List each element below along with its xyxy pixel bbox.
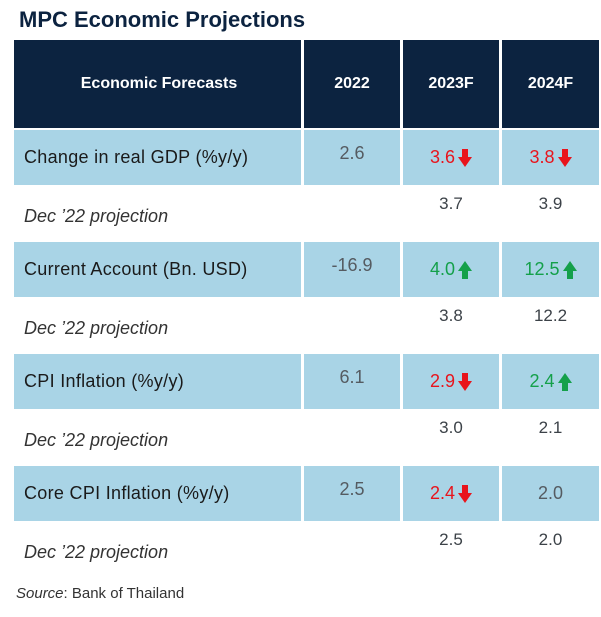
value-text: 3.6 [429, 147, 456, 167]
projection-2024f: 12.2 [502, 298, 599, 353]
arrow-down-icon [458, 148, 473, 167]
projection-label: Dec ’22 projection [14, 186, 301, 241]
table-row: Core CPI Inflation (%y/y) 2.5 2.4 2.0 [14, 466, 599, 521]
arrow-up-icon [557, 372, 572, 391]
forecast-value: 2.9 [429, 371, 473, 392]
value-2023f: 3.6 [403, 130, 499, 185]
source-label: Source [16, 585, 64, 602]
forecast-value: 3.6 [429, 147, 473, 168]
projection-2023f: 3.0 [403, 410, 499, 465]
forecast-value: 2.4 [429, 483, 473, 504]
row-label: Change in real GDP (%y/y) [14, 130, 301, 185]
row-label: Core CPI Inflation (%y/y) [14, 466, 301, 521]
source-note: Source: Bank of Thailand [16, 585, 184, 602]
table-header-row: Economic Forecasts 2022 2023F 2024F [14, 40, 599, 128]
value-2022: 2.5 [304, 466, 400, 521]
value-text: 2.4 [429, 483, 456, 503]
arrow-up-icon [458, 260, 473, 279]
header-2024f: 2024F [502, 40, 599, 128]
projection-2024f: 3.9 [502, 186, 599, 241]
source-text: : Bank of Thailand [63, 585, 185, 602]
projection-2024f: 2.0 [502, 522, 599, 577]
projection-2022-empty [304, 186, 400, 241]
value-2022: 6.1 [304, 354, 400, 409]
row-label: CPI Inflation (%y/y) [14, 354, 301, 409]
value-2023f: 4.0 [403, 242, 499, 297]
projection-2024f: 2.1 [502, 410, 599, 465]
projection-label: Dec ’22 projection [14, 298, 301, 353]
arrow-up-icon [562, 260, 577, 279]
arrow-down-icon [557, 148, 572, 167]
header-economic-forecasts: Economic Forecasts [14, 40, 301, 128]
forecast-value: 2.0 [538, 483, 563, 504]
value-2022: -16.9 [304, 242, 400, 297]
value-text: 2.0 [537, 483, 564, 503]
header-2023f: 2023F [403, 40, 499, 128]
projection-2023f: 2.5 [403, 522, 499, 577]
table-row: Current Account (Bn. USD) -16.9 4.0 12.5 [14, 242, 599, 297]
forecast-value: 3.8 [529, 147, 572, 168]
value-2024f: 3.8 [502, 130, 599, 185]
projection-label: Dec ’22 projection [14, 522, 301, 577]
page-title: MPC Economic Projections [19, 7, 306, 32]
projection-2022-empty [304, 522, 400, 577]
row-label: Current Account (Bn. USD) [14, 242, 301, 297]
forecast-value: 4.0 [429, 259, 473, 280]
projection-row: Dec ’22 projection 3.8 12.2 [14, 298, 599, 353]
projection-row: Dec ’22 projection 3.0 2.1 [14, 410, 599, 465]
value-2023f: 2.9 [403, 354, 499, 409]
value-text: 2.9 [429, 371, 456, 391]
value-2024f: 12.5 [502, 242, 599, 297]
value-2024f: 2.4 [502, 354, 599, 409]
header-2022: 2022 [304, 40, 400, 128]
value-2023f: 2.4 [403, 466, 499, 521]
value-text: 2.4 [529, 371, 555, 391]
table-row: Change in real GDP (%y/y) 2.6 3.6 3.8 [14, 130, 599, 185]
projection-2022-empty [304, 410, 400, 465]
forecast-value: 2.4 [529, 371, 572, 392]
value-2022: 2.6 [304, 130, 400, 185]
arrow-down-icon [458, 484, 473, 503]
projection-2023f: 3.7 [403, 186, 499, 241]
projection-row: Dec ’22 projection 3.7 3.9 [14, 186, 599, 241]
arrow-down-icon [458, 372, 473, 391]
value-2024f: 2.0 [502, 466, 599, 521]
table-row: CPI Inflation (%y/y) 6.1 2.9 2.4 [14, 354, 599, 409]
projection-row: Dec ’22 projection 2.5 2.0 [14, 522, 599, 577]
forecast-value: 12.5 [524, 259, 577, 280]
projection-2023f: 3.8 [403, 298, 499, 353]
projection-label: Dec ’22 projection [14, 410, 301, 465]
projections-table: Economic Forecasts 2022 2023F 2024F Chan… [14, 40, 599, 578]
value-text: 12.5 [524, 259, 560, 279]
value-text: 4.0 [429, 259, 456, 279]
value-text: 3.8 [529, 147, 555, 167]
projection-2022-empty [304, 298, 400, 353]
